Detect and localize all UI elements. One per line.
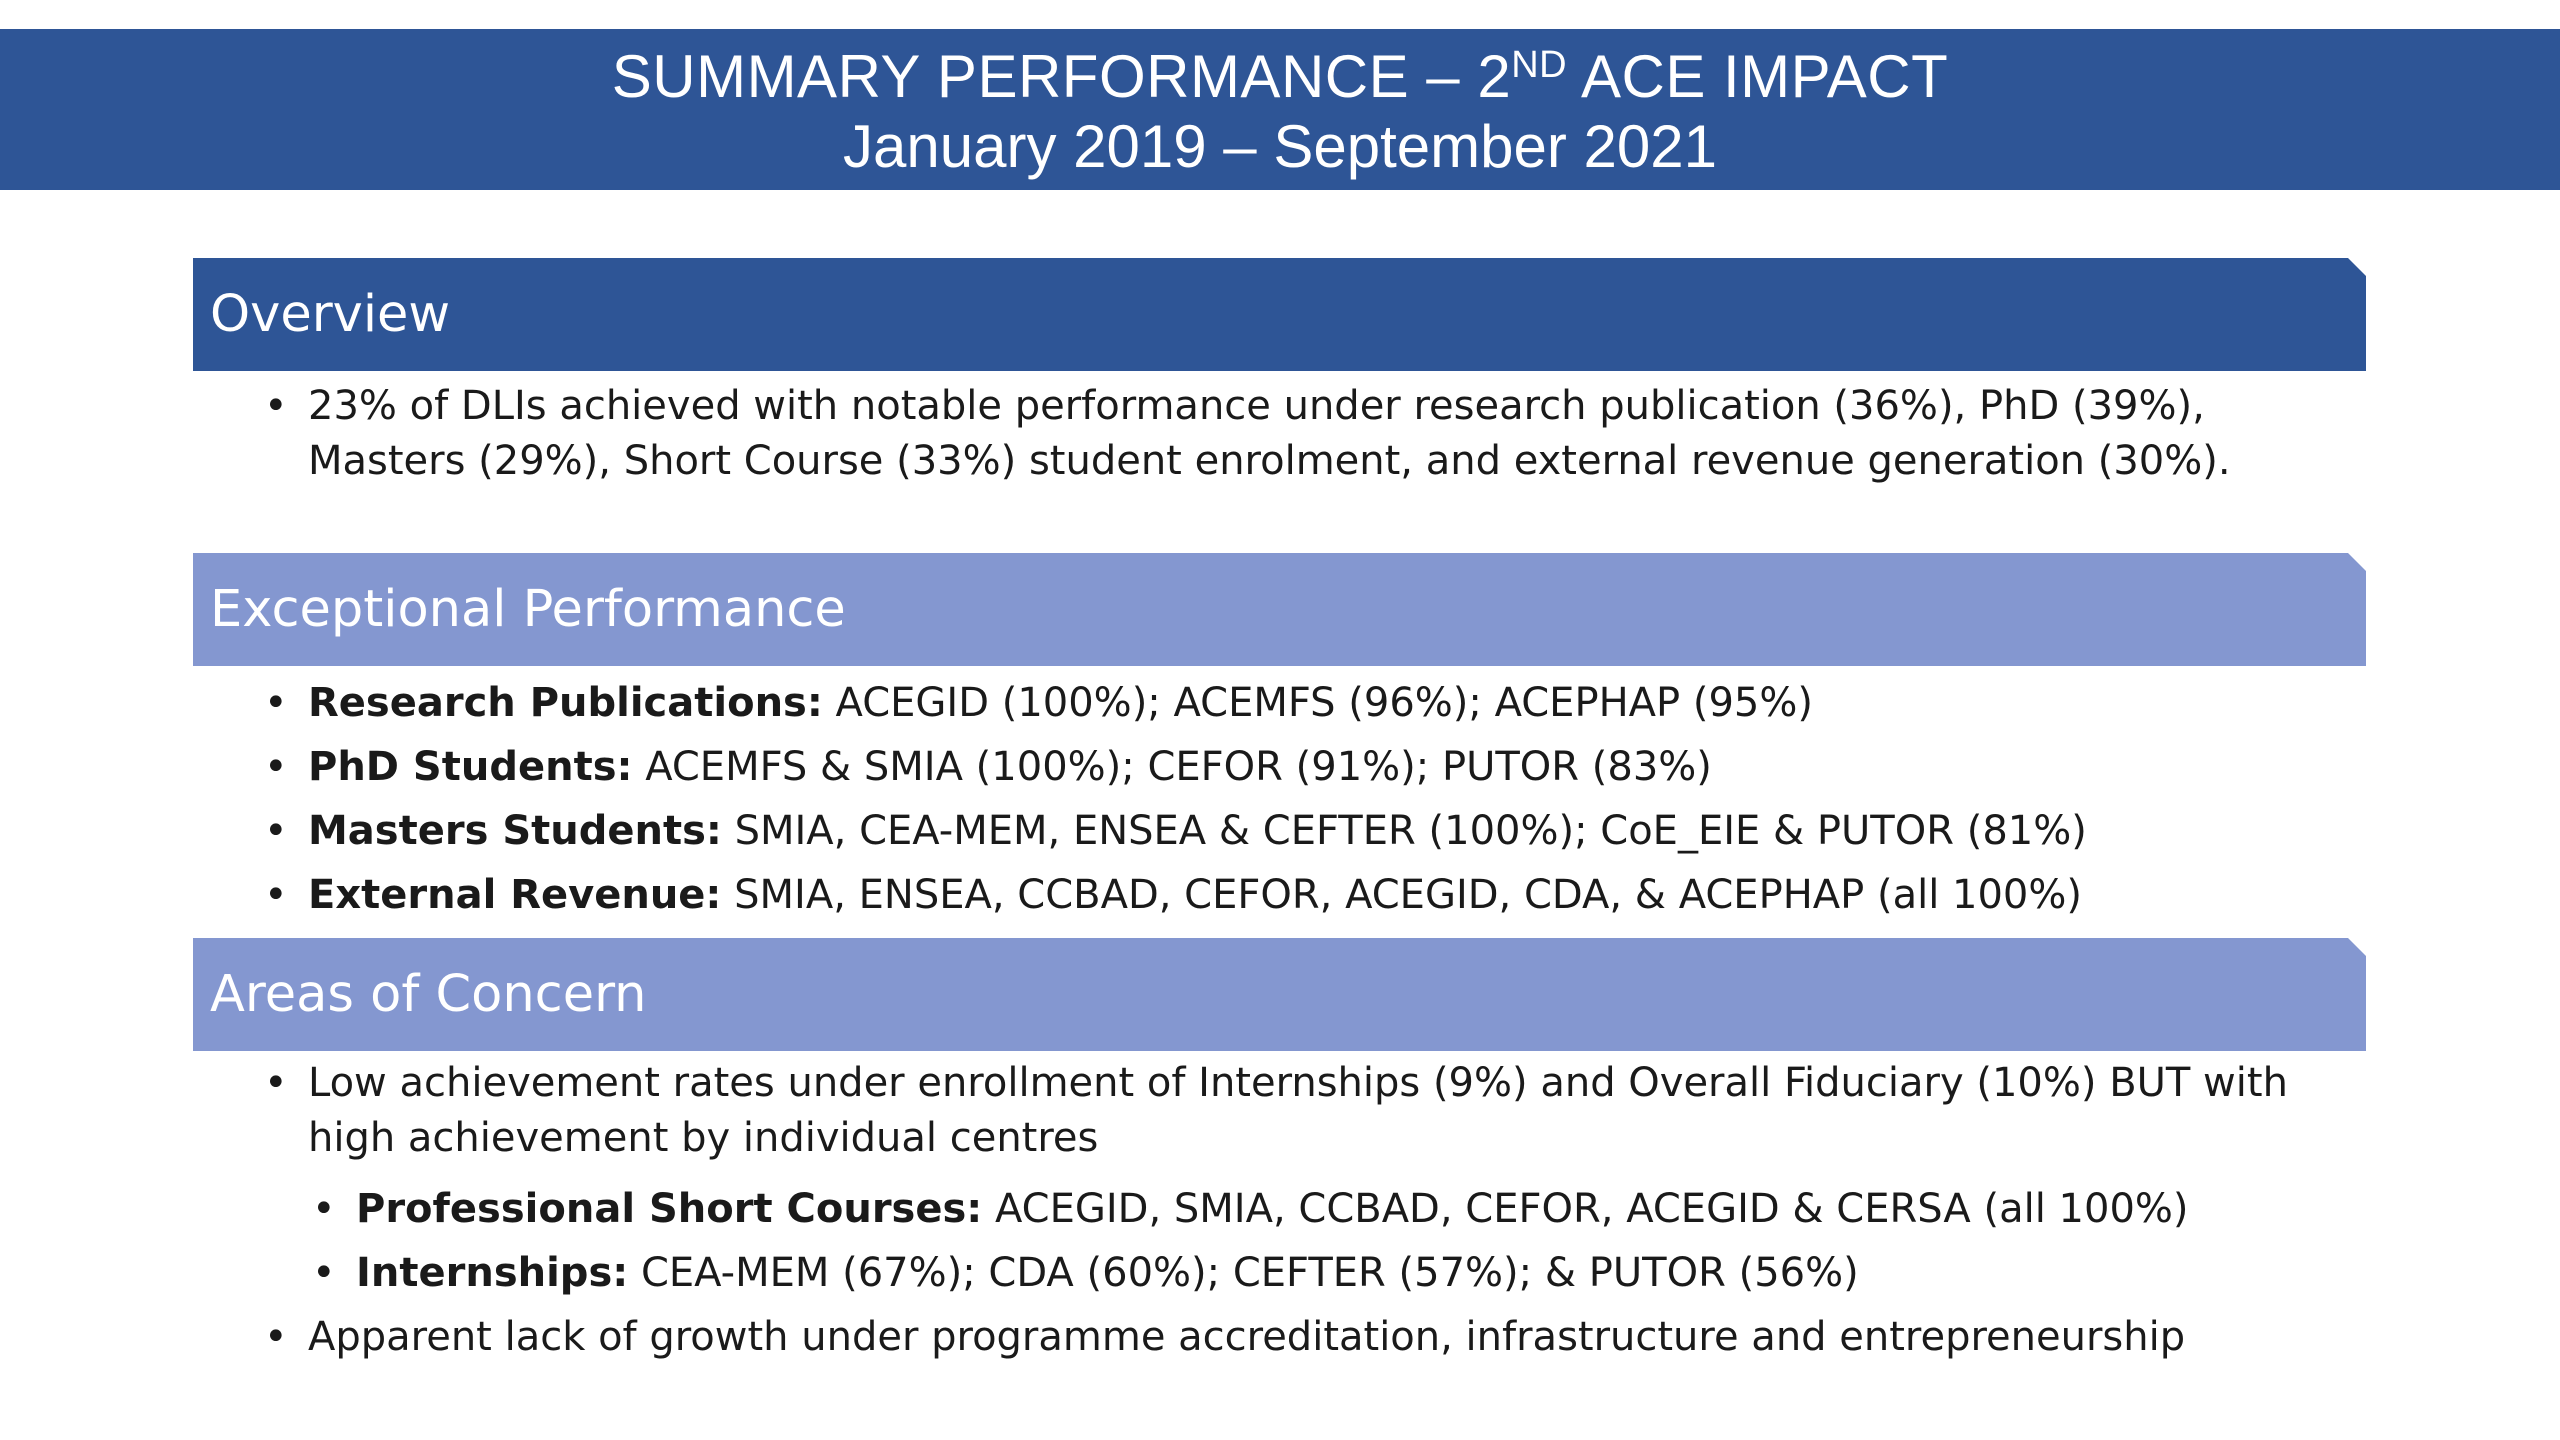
item-label: Professional Short Courses: <box>356 1186 983 1232</box>
concern-bullet-text: Apparent lack of growth under programme … <box>308 1314 2186 1360</box>
overview-header: Overview <box>193 258 2366 371</box>
title-superscript: ND <box>1511 44 1568 86</box>
bullet-glyph: • <box>312 1250 336 1296</box>
overview-bullet: • 23% of DLIs achieved with notable perf… <box>264 379 2358 489</box>
bullet-glyph: • <box>312 1186 336 1232</box>
areas-of-concern-header: Areas of Concern <box>193 938 2366 1051</box>
bullet-glyph: • <box>264 744 288 790</box>
exceptional-item: • Research Publications: ACEGID (100%); … <box>264 676 2508 731</box>
item-label: External Revenue: <box>308 872 722 918</box>
exceptional-performance-header: Exceptional Performance <box>193 553 2366 666</box>
title-text-start: SUMMARY PERFORMANCE – 2 <box>611 43 1512 110</box>
bullet-glyph: • <box>264 383 288 429</box>
exceptional-item: • External Revenue: SMIA, ENSEA, CCBAD, … <box>264 868 2508 923</box>
overview-bullet-text: 23% of DLIs achieved with notable perfor… <box>308 383 2231 484</box>
item-label: Masters Students: <box>308 808 722 854</box>
bullet-glyph: • <box>264 1060 288 1106</box>
exceptional-item: • PhD Students: ACEMFS & SMIA (100%); CE… <box>264 740 2508 795</box>
concern-bullet: • Apparent lack of growth under programm… <box>264 1310 2508 1365</box>
item-text: ACEGID (100%); ACEMFS (96%); ACEPHAP (95… <box>822 680 1813 726</box>
item-text: ACEMFS & SMIA (100%); CEFOR (91%); PUTOR… <box>632 744 1712 790</box>
concern-bullet: • Low achievement rates under enrollment… <box>264 1056 2318 1166</box>
bullet-glyph: • <box>264 808 288 854</box>
concern-sub-item: • Internships: CEA-MEM (67%); CDA (60%);… <box>312 1246 2556 1301</box>
item-label: PhD Students: <box>308 744 633 790</box>
item-label: Internships: <box>356 1250 629 1296</box>
bullet-glyph: • <box>264 680 288 726</box>
title-banner: SUMMARY PERFORMANCE – 2ND ACE IMPACT Jan… <box>0 29 2560 190</box>
item-text: SMIA, CEA-MEM, ENSEA & CEFTER (100%); Co… <box>721 808 2087 854</box>
item-text: ACEGID, SMIA, CCBAD, CEFOR, ACEGID & CER… <box>982 1186 2189 1232</box>
bullet-glyph: • <box>264 1314 288 1360</box>
slide-title: SUMMARY PERFORMANCE – 2ND ACE IMPACT <box>0 41 2560 113</box>
item-text: CEA-MEM (67%); CDA (60%); CEFTER (57%); … <box>628 1250 1859 1296</box>
concern-sub-item: • Professional Short Courses: ACEGID, SM… <box>312 1182 2556 1237</box>
concern-bullet-text: Low achievement rates under enrollment o… <box>308 1060 2288 1161</box>
item-label: Research Publications: <box>308 680 823 726</box>
exceptional-item: • Masters Students: SMIA, CEA-MEM, ENSEA… <box>264 804 2508 859</box>
slide-subtitle: January 2019 – September 2021 <box>843 113 1717 180</box>
item-text: SMIA, ENSEA, CCBAD, CEFOR, ACEGID, CDA, … <box>721 872 2082 918</box>
title-text-end: ACE IMPACT <box>1567 43 1949 110</box>
bullet-glyph: • <box>264 872 288 918</box>
